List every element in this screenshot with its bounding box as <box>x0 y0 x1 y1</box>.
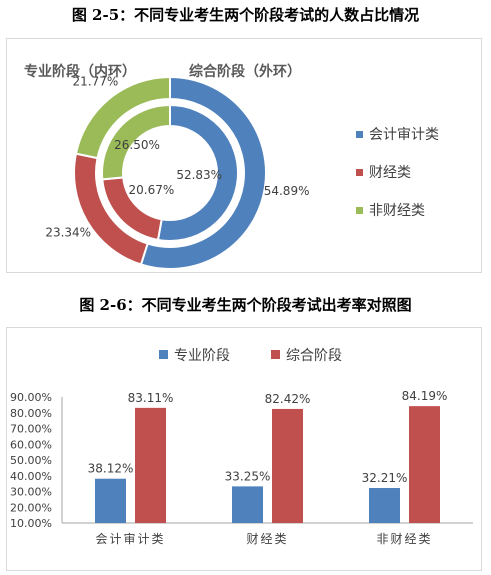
bar-1-1 <box>272 408 303 523</box>
bar-legend-label-1: 综合阶段 <box>286 348 342 364</box>
bar-0-1 <box>232 486 263 523</box>
bar-ytick-4: 50.00% <box>10 454 52 467</box>
bar-label-0-0: 38.12% <box>88 462 134 476</box>
donut-legend-label-2: 非财经类 <box>369 203 425 219</box>
bar-chart-panel: 专业阶段 综合阶段 10.00% 20.00% 30.00% 40.00% 50.00% 6… <box>6 327 482 571</box>
donut-chart-panel: 专业阶段（内环） 综合阶段（外环） 52.83% 20.67% 26.50% 54.8… <box>6 38 482 273</box>
bar-ytick-0: 10.00% <box>10 517 52 530</box>
inner-ring-slice-2 <box>101 103 171 181</box>
bar-0-0 <box>95 478 126 523</box>
bar-ytick-3: 40.00% <box>10 470 52 483</box>
bar-0-2 <box>369 488 400 523</box>
bar-ytick-8: 90.00% <box>10 391 52 404</box>
bar-label-0-2: 32.21% <box>362 471 408 485</box>
bar-legend-swatch-0 <box>159 350 168 359</box>
outer-ring-label-2: 21.77% <box>73 75 119 89</box>
donut-chart: 专业阶段（内环） 综合阶段（外环） 52.83%20.67% 26.50% 54.8… <box>24 63 439 270</box>
inner-ring-subtitle: 专业阶段（内环） <box>24 63 136 80</box>
outer-ring-label-1: 23.34% <box>45 226 91 240</box>
bar-label-1-0: 83.11% <box>128 391 174 405</box>
donut-legend-label-1: 财经类 <box>369 165 411 181</box>
bar-category-1: 财经类 <box>246 532 288 546</box>
bar-ytick-7: 80.00% <box>10 407 52 420</box>
inner-ring-label-2: 26.50% <box>114 138 160 152</box>
donut-legend-label-0: 会计审计类 <box>369 127 439 143</box>
figure-2-6-title: 图 2-6：不同专业考生两个阶段考试出考率对照图 <box>79 296 412 314</box>
outer-ring-label-0: 54.89% <box>264 184 310 198</box>
bar-ytick-5: 60.00% <box>10 438 52 451</box>
bar-category-0: 会计审计类 <box>95 531 165 546</box>
bar-label-0-1: 33.25% <box>225 469 271 483</box>
donut-legend-swatch-2 <box>356 207 363 214</box>
donut-legend-swatch-0 <box>356 131 363 138</box>
figure-2-5-title: 图 2-5：不同专业考生两个阶段考试的人数占比情况 <box>71 6 420 24</box>
bar-1-0 <box>135 407 166 523</box>
bar-category-2: 非财经类 <box>376 532 432 546</box>
inner-ring-slice-0 <box>156 103 239 242</box>
outer-ring-slice-2 <box>74 75 171 160</box>
inner-ring-label-0: 52.83% <box>176 168 222 182</box>
bar-label-1-1: 82.42% <box>265 392 311 406</box>
bar-ytick-1: 20.00% <box>10 501 52 514</box>
bar-legend-swatch-1 <box>271 350 280 359</box>
bar-ytick-6: 70.00% <box>10 423 52 436</box>
inner-ring-label-1: 20.67% <box>128 183 174 197</box>
bar-ytick-2: 30.00% <box>10 486 52 499</box>
outer-ring-subtitle: 综合阶段（外环） <box>189 63 301 80</box>
bar-1-2 <box>409 406 440 523</box>
donut-legend-swatch-1 <box>356 169 363 176</box>
bar-legend-label-0: 专业阶段 <box>174 348 230 364</box>
outer-ring-slice-0 <box>139 75 267 270</box>
bar-label-1-2: 84.19% <box>402 389 448 403</box>
bar-chart: 专业阶段 综合阶段 10.00% 20.00% 30.00% 40.00% 50.00% 6… <box>10 348 473 546</box>
